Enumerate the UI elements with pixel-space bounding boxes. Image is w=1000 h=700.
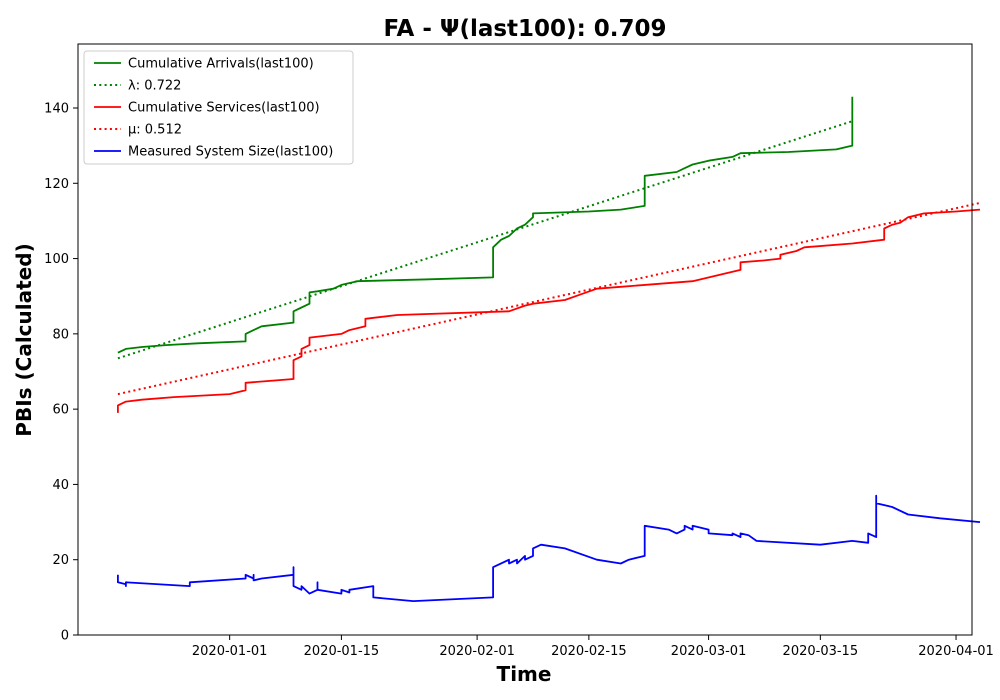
legend-entry-0: Cumulative Arrivals(last100) — [128, 57, 314, 72]
legend-entry-3: μ: 0.512 — [128, 123, 182, 138]
x-tick-label-5: 2020-03-15 — [783, 644, 859, 659]
y-tick-label-2: 40 — [52, 478, 69, 493]
y-tick-label-5: 100 — [44, 252, 69, 267]
y-tick-label-0: 0 — [61, 629, 69, 644]
x-axis-label: Time — [497, 662, 552, 686]
x-tick-label-4: 2020-03-01 — [671, 644, 747, 659]
legend-entry-1: λ: 0.722 — [128, 79, 181, 94]
y-tick-label-4: 80 — [52, 327, 69, 342]
x-tick-label-0: 2020-01-01 — [192, 644, 268, 659]
y-tick-label-6: 120 — [44, 177, 69, 192]
x-tick-label-6: 2020-04-01 — [918, 644, 994, 659]
y-axis-label: PBIs (Calculated) — [12, 243, 36, 436]
y-tick-label-3: 60 — [52, 403, 69, 418]
legend-entry-4: Measured System Size(last100) — [128, 145, 333, 160]
legend: Cumulative Arrivals(last100) λ: 0.722 Cumu… — [84, 51, 353, 164]
y-tick-label-1: 20 — [52, 553, 69, 568]
chart-title: FA - Ψ(last100): 0.709 — [383, 16, 666, 42]
legend-entry-2: Cumulative Services(last100) — [128, 101, 320, 116]
x-tick-label-1: 2020-01-15 — [304, 644, 380, 659]
x-tick-label-2: 2020-02-01 — [439, 644, 515, 659]
y-tick-label-7: 140 — [44, 101, 69, 116]
x-tick-label-3: 2020-02-15 — [551, 644, 627, 659]
